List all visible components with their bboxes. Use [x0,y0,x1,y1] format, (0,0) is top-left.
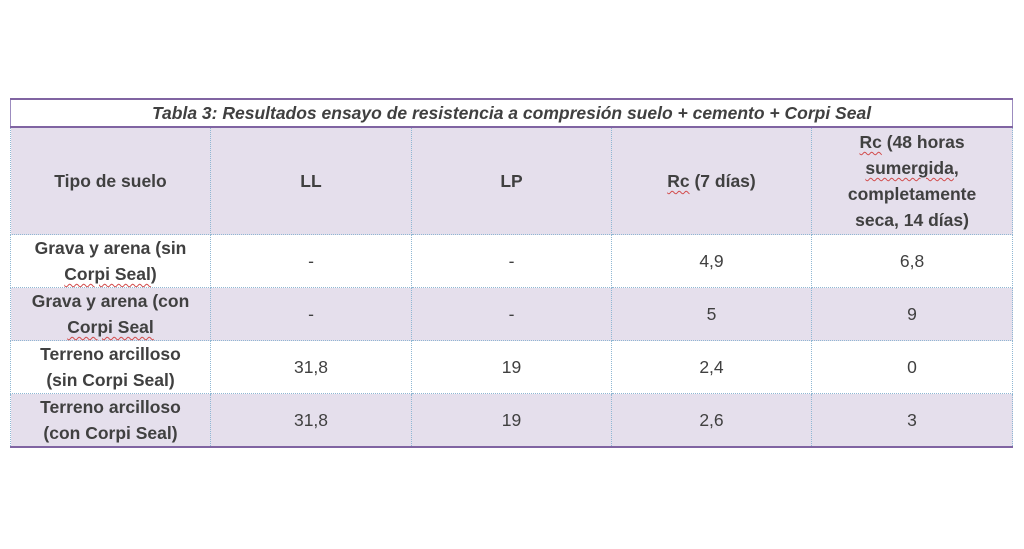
row-label-a: Terreno arcilloso [40,397,181,417]
header-rc7-suffix: (7 días) [689,171,756,191]
cell-rc7: 4,9 [611,234,812,288]
cell-ll: - [210,234,412,288]
table-title-row: Tabla 3: Resultados ensayo de resistenci… [9,98,1014,128]
table-row: Terreno arcilloso (con Corpi Seal) 31,8 1… [10,393,1014,448]
cell-rc48: 3 [810,393,1014,448]
results-table: Tabla 3: Resultados ensayo de resistenci… [9,98,1014,448]
header-rc48-line2: sumergida [865,158,954,178]
cell-lp: - [411,287,612,341]
cell-lp: - [411,234,612,288]
header-lp: LP [411,126,612,235]
table-row: Grava y arena (con Corpi Seal - - 5 9 [10,287,1014,341]
row-label-a: Grava y arena (sin [34,238,187,258]
row-label: Terreno arcilloso (sin Corpi Seal) [10,340,211,394]
cell-rc7: 5 [611,287,812,341]
table-title: Tabla 3: Resultados ensayo de resistenci… [9,98,1014,128]
cell-rc48: 0 [810,340,1014,394]
table-title-main: Tabla 3: Resultados ensayo de resistenci… [152,103,872,123]
cell-lp: 19 [411,340,612,394]
header-rc48-line3: , [953,158,959,178]
row-label-b: (sin Corpi Seal) [46,370,175,390]
row-label: Grava y arena (con Corpi Seal [10,287,211,341]
header-tipo-de-suelo: Tipo de suelo [10,126,211,235]
header-rc48-line5: seca, 14 días) [855,210,969,230]
header-ll: LL [210,126,412,235]
cell-rc48: 6,8 [810,234,1014,288]
header-rc48-line4: completamente [847,184,977,204]
row-label-a: Terreno arcilloso [40,344,181,364]
cell-rc7: 2,4 [611,340,812,394]
row-label-b: (con Corpi Seal) [43,423,178,443]
row-label: Grava y arena (sin Corpi Seal) [10,234,211,288]
header-rc48-line1: (48 horas [881,132,965,152]
table-row: Grava y arena (sin Corpi Seal) - - 4,9 6,… [10,234,1014,288]
cell-rc48: 9 [810,287,1014,341]
cell-ll: - [210,287,412,341]
header-rc48-prefix: Rc [859,132,882,152]
cell-ll: 31,8 [210,393,412,448]
header-rc7-prefix: Rc [667,171,690,191]
row-label-a: Grava y arena (con [31,291,190,311]
cell-ll: 31,8 [210,340,412,394]
row-label: Terreno arcilloso (con Corpi Seal) [10,393,211,448]
table-header-row: Tipo de suelo LL LP Rc (7 días) Rc (48 h… [10,126,1014,235]
row-label-c: ) [150,264,157,284]
header-rc-48-horas: Rc (48 horas sumergida, completamente seca,… [810,126,1014,235]
cell-lp: 19 [411,393,612,448]
table-row: Terreno arcilloso (sin Corpi Seal) 31,8 1… [10,340,1014,394]
cell-rc7: 2,6 [611,393,812,448]
row-label-b: Corpi Seal [64,264,151,284]
row-label-b: Corpi Seal [67,317,154,337]
header-rc-7-dias: Rc (7 días) [611,126,812,235]
